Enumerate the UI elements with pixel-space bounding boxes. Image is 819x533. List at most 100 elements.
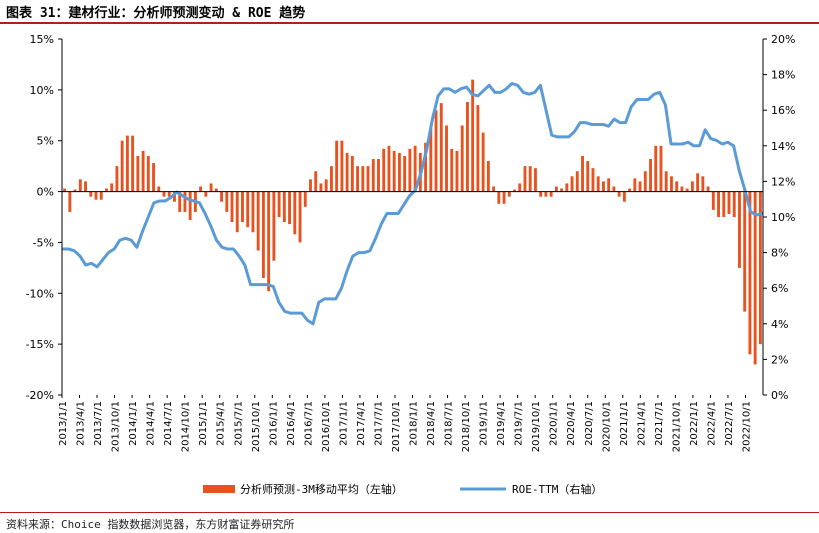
x-tick-label: 2019/1/1 [479,401,490,446]
bar [539,191,543,197]
x-tick-label: 2014/1/1 [128,401,139,446]
x-tick-label: 2021/7/1 [654,401,665,446]
bar [235,191,239,233]
bar [633,178,637,192]
bar [288,191,291,225]
bar [544,191,548,197]
bar [397,152,401,192]
x-tick-label: 2017/10/1 [391,401,402,452]
x-tick-label: 2014/4/1 [146,401,157,446]
bar [481,132,485,192]
y-left-tick-label: 15% [30,33,54,46]
bar [220,191,223,202]
x-tick-label: 2022/1/1 [689,401,700,446]
y-right-tick-label: 8% [771,247,788,260]
bar [465,102,469,192]
bar [167,191,171,197]
x-tick-label: 2019/10/1 [531,401,542,452]
x-tick-label: 2020/10/1 [601,401,612,452]
bar [460,125,464,192]
bar [507,191,511,197]
bar [575,171,579,192]
bar [701,176,705,192]
bar [73,189,77,192]
y-right-tick-label: 20% [771,33,795,46]
legend: 分析师预测-3M移动平均（左轴） ROE-TTM（右轴） [203,482,602,496]
bar [89,191,93,197]
chart-title: 图表 31：建材行业：分析师预测变动 & ROE 趋势 [6,6,306,21]
y-left-tick-label: 5% [37,135,54,148]
title-divider [0,22,819,24]
bar [690,181,694,192]
legend-line-label: ROE-TTM（右轴） [512,482,602,496]
bar [743,191,747,312]
y-left-tick-label: -5% [33,236,54,249]
y-right-tick-label: 16% [771,104,795,117]
bar [319,183,323,192]
bar [204,191,208,197]
bar [309,179,312,192]
bar [120,140,124,192]
bar [157,186,161,192]
bar [267,191,271,292]
bar [272,191,276,261]
bar [638,181,642,192]
bar [654,145,658,192]
bar [84,181,87,192]
bar [649,159,652,192]
bar [63,188,67,192]
bar [314,171,318,192]
bar [329,166,333,192]
bar [340,140,344,192]
bar [711,191,715,210]
bar [497,191,501,204]
bar [486,161,490,192]
y-right-tick-label: 18% [771,69,795,82]
x-tick-label: 2022/10/1 [741,401,752,452]
x-tick-label: 2018/4/1 [426,401,437,446]
y-left-tick-label: 10% [30,84,54,97]
bar [173,191,176,202]
bar [523,166,527,192]
bar [261,191,265,279]
axes-group: 15% 10% 5% 0% -5% -10% -15% -20% 20% 18% 16% 14% 12%… [26,33,796,452]
x-tick-label: 2021/4/1 [636,401,647,446]
bar [628,188,632,192]
x-tick-label: 2022/4/1 [706,401,717,446]
bar [356,166,360,192]
footer-divider [0,512,819,513]
bar [455,150,459,192]
bar [622,191,626,202]
bar [162,191,166,197]
x-tick-label: 2017/4/1 [356,401,367,446]
bar [246,191,250,228]
x-tick-label: 2013/1/1 [58,401,69,446]
bar [230,191,234,223]
bar [382,148,386,192]
bar [596,176,600,192]
bar [361,166,365,192]
bar [225,191,229,212]
bar [528,166,532,192]
bar [350,155,354,192]
bar [110,183,114,192]
x-tick-label: 2021/10/1 [671,401,682,452]
bar [141,150,145,192]
bar [450,148,454,192]
x-tick-label: 2015/1/1 [198,401,209,446]
bar [199,186,203,192]
bar [534,168,537,192]
bar [664,171,668,192]
bar [659,145,663,192]
x-tick-label: 2020/7/1 [584,401,595,446]
x-tick-label: 2018/1/1 [409,401,420,446]
y-left-tick-label: -20% [26,389,54,402]
bar [125,135,129,192]
bar [581,155,584,192]
y-right-tick-label: 2% [771,353,788,366]
bar [115,166,119,192]
x-tick-label: 2016/7/1 [303,401,314,446]
x-tick-label: 2014/10/1 [181,401,192,452]
bar [476,105,480,192]
x-tick-label: 2015/7/1 [233,401,244,446]
